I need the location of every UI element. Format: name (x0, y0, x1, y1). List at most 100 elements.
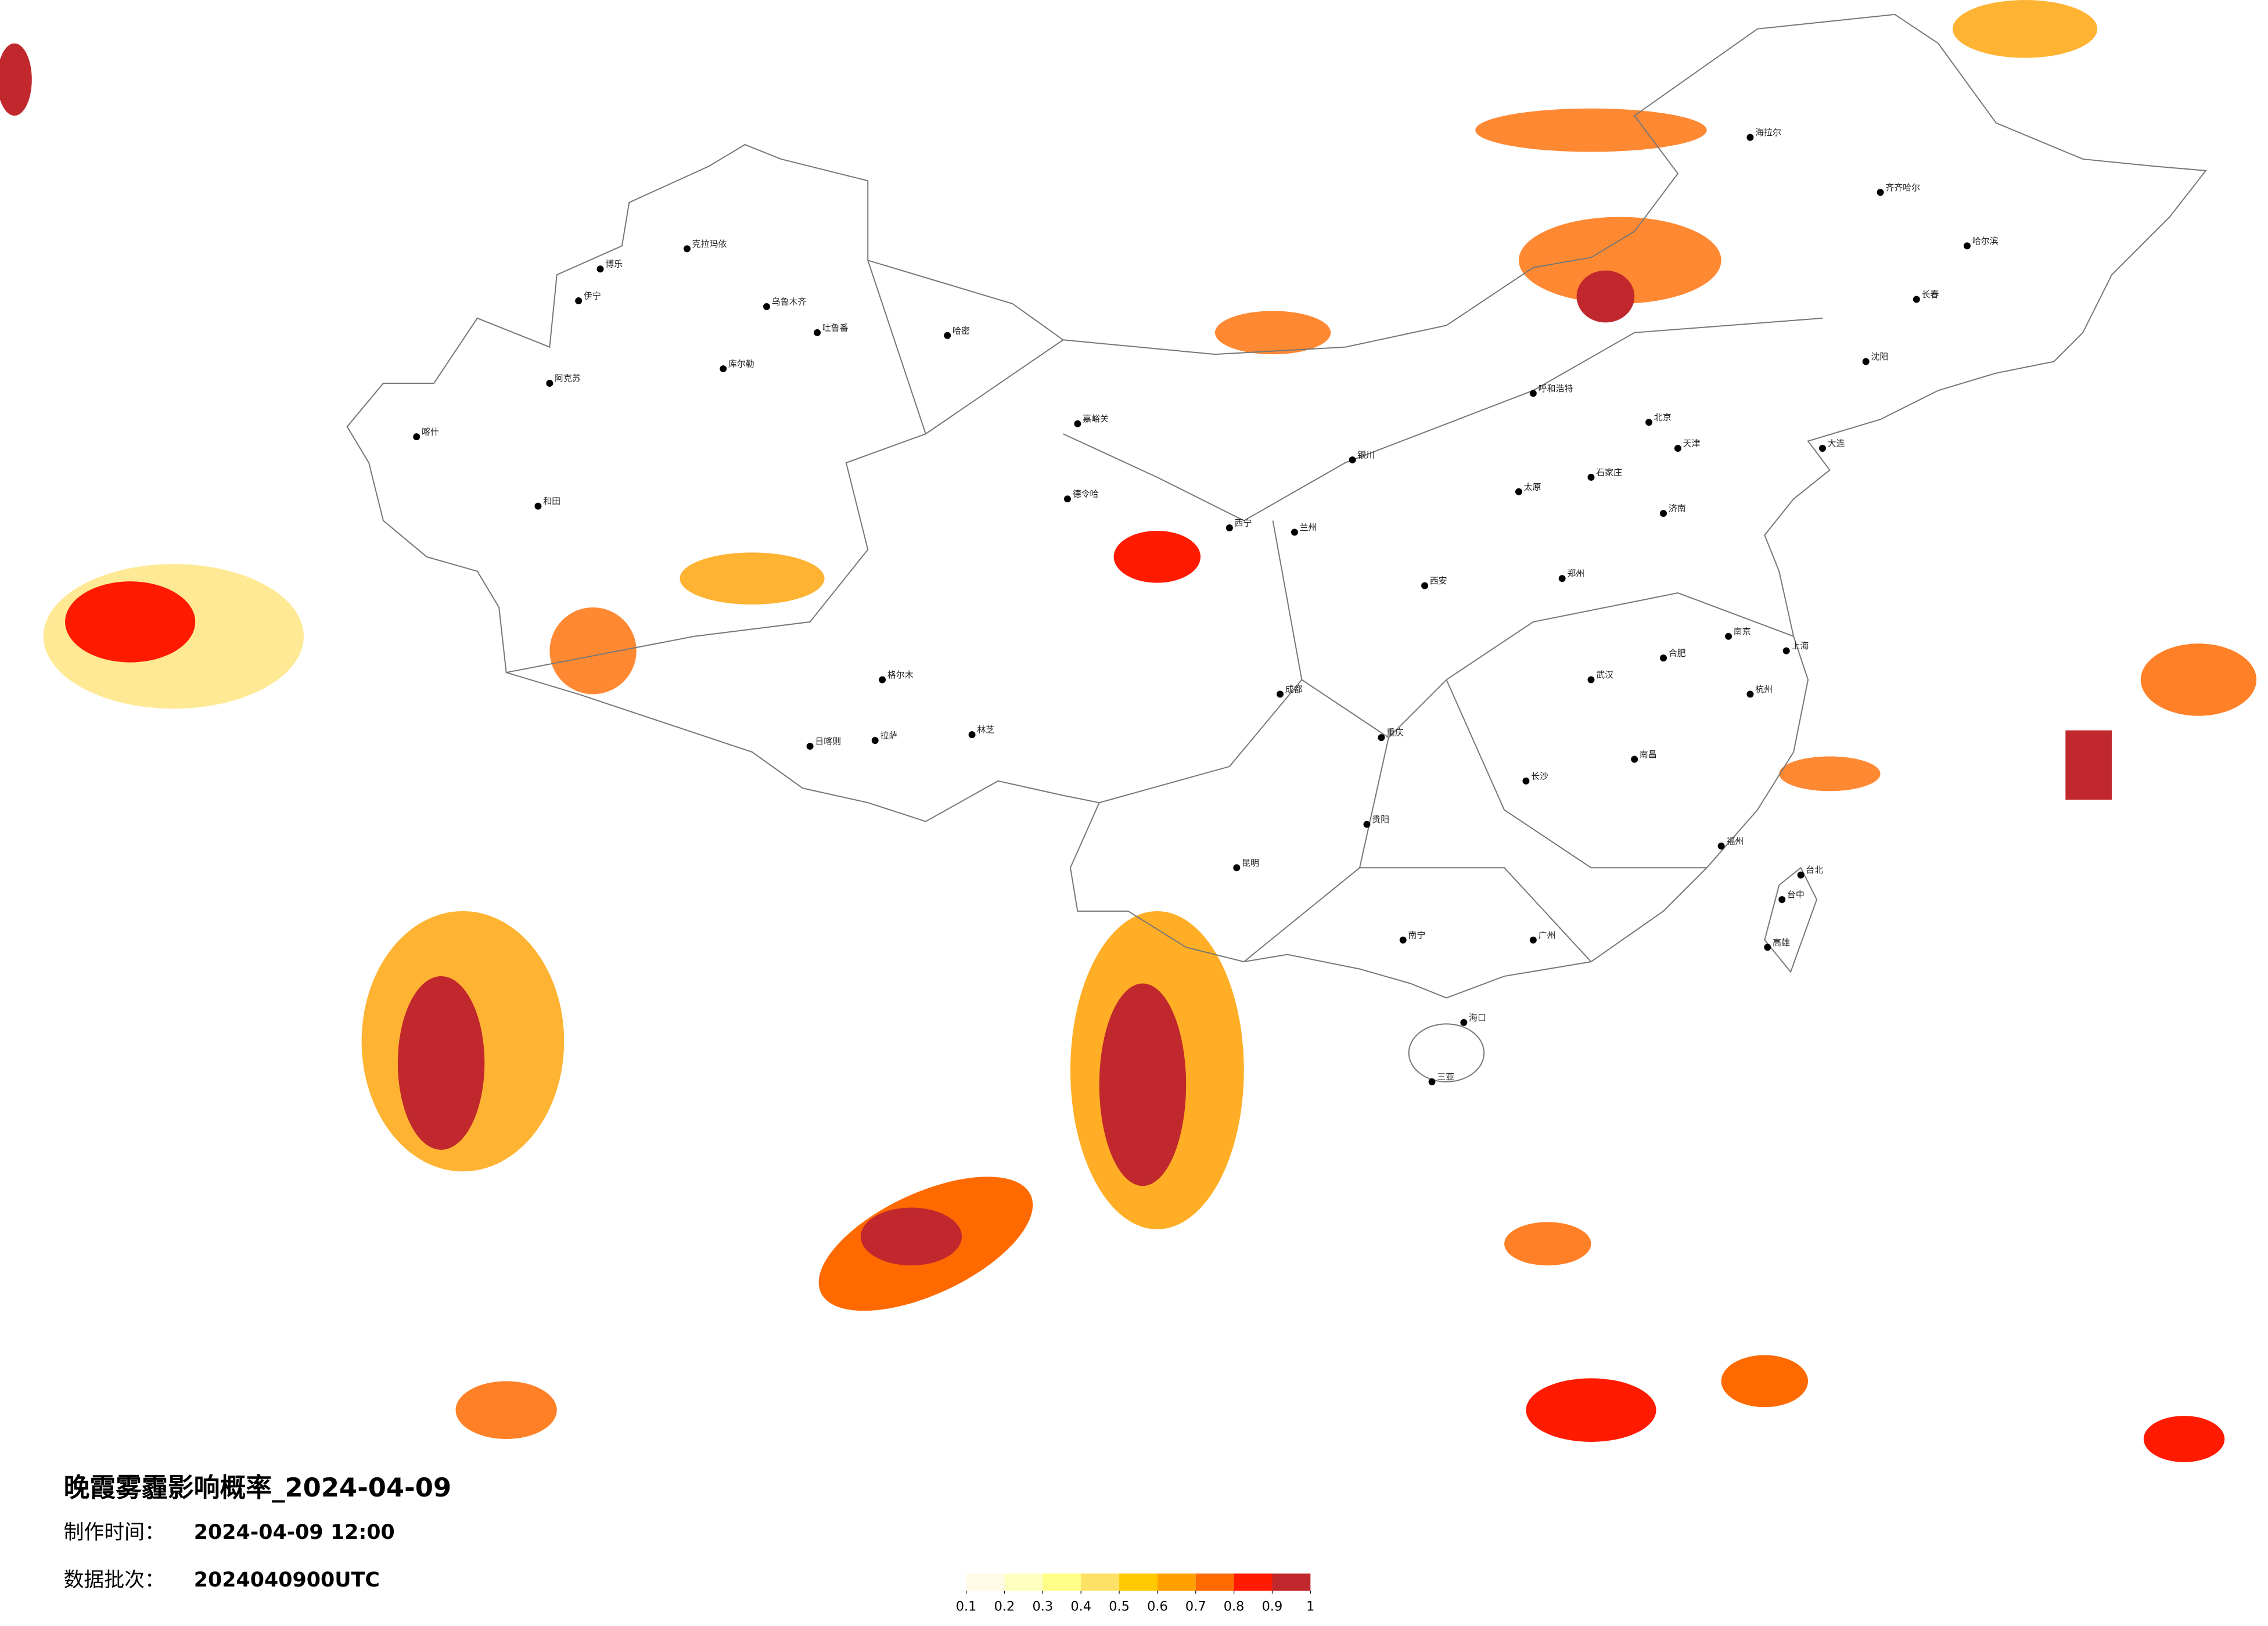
colorbar-bin (1119, 1573, 1158, 1591)
colorbar-tick-label: 0.2 (994, 1599, 1015, 1614)
city-dot (1717, 842, 1725, 850)
haze-area (1779, 756, 1881, 792)
city-label: 伊宁 (584, 291, 601, 301)
city-dot (1522, 777, 1530, 785)
city-dot (534, 502, 542, 510)
city-dot (1587, 473, 1595, 481)
colorbar-tick-label: 0.5 (1109, 1599, 1130, 1614)
city-label: 克拉玛依 (692, 239, 727, 249)
city-label: 和田 (543, 496, 560, 506)
city-label: 兰州 (1300, 522, 1317, 533)
haze-area (2140, 643, 2257, 716)
city-dot (1862, 358, 1870, 365)
city-dot (1964, 242, 1971, 250)
colorbar-tick-label: 0.7 (1185, 1599, 1206, 1614)
city-label: 乌鲁木齐 (772, 297, 807, 307)
city-label: 台北 (1806, 865, 1823, 875)
city-dot (1515, 488, 1522, 495)
city-dot (763, 303, 770, 310)
taiwan-border (1764, 866, 1818, 973)
haze-area (65, 581, 196, 663)
haze-area (1475, 108, 1707, 152)
city-label: 拉萨 (880, 731, 897, 741)
city-dot (1363, 821, 1371, 828)
colorbar: 0.1 0.2 0.3 0.4 0.5 0.6 0.7 0.8 0.9 1 (956, 1573, 1314, 1614)
city-dot (1660, 510, 1667, 517)
city-label: 沈阳 (1871, 351, 1888, 362)
city-dot (871, 737, 879, 744)
city-label: 吐鲁番 (822, 322, 849, 333)
city-dot (720, 365, 727, 373)
city-label: 喀什 (422, 427, 439, 437)
city-label: 成都 (1285, 684, 1303, 695)
city-label: 博乐 (605, 259, 623, 269)
city-label: 台中 (1787, 890, 1805, 900)
city-dot (1782, 647, 1790, 654)
haze-area (680, 552, 825, 605)
city-dot (413, 433, 420, 441)
colorbar-bin (1157, 1573, 1196, 1591)
city-dot (1529, 390, 1537, 397)
city-dot (1764, 944, 1771, 951)
batch-label: 数据批次： (64, 1569, 165, 1592)
city-dot (1428, 1078, 1436, 1085)
city-label: 济南 (1669, 503, 1686, 514)
city-label: 杭州 (1755, 684, 1773, 695)
city-label: 南京 (1734, 626, 1751, 636)
city-dot (1291, 528, 1298, 536)
city-label: 三亚 (1437, 1071, 1454, 1082)
city-label: 西宁 (1235, 518, 1252, 528)
city-label: 广州 (1539, 930, 1556, 940)
haze-area (455, 1381, 557, 1439)
city-label: 阿克苏 (555, 373, 581, 383)
city-dot (1877, 189, 1884, 196)
city-label: 西安 (1430, 575, 1447, 586)
city-label: 贵阳 (1372, 814, 1389, 825)
made-value: 2024-04-09 12:00 (194, 1521, 395, 1544)
haze-area (860, 1207, 962, 1266)
colorbar-tick-label: 0.9 (1262, 1599, 1283, 1614)
colorbar-bin (1004, 1573, 1043, 1591)
city-dot (879, 676, 886, 684)
haze-area (1214, 311, 1331, 355)
city-label: 福州 (1726, 836, 1744, 846)
country-border (346, 13, 2207, 999)
city-dot (1631, 756, 1638, 763)
haze-area (0, 43, 32, 116)
city-dot (1818, 445, 1826, 452)
city-dot (1746, 690, 1754, 698)
city-dot (1225, 524, 1233, 531)
haze-area (1953, 0, 2098, 58)
haze-area (1099, 983, 1187, 1186)
colorbar-tick-label: 0.1 (956, 1599, 977, 1614)
city-label: 重庆 (1386, 728, 1404, 738)
city-dot (1233, 864, 1241, 872)
colorbar-tick-label: 0.3 (1033, 1599, 1054, 1614)
haze-area (1518, 217, 1721, 304)
city-dot (1378, 734, 1385, 742)
city-label: 长春 (1922, 289, 1939, 300)
city-dot (1399, 936, 1407, 944)
haze-area (1576, 270, 1635, 323)
city-label: 海口 (1469, 1012, 1486, 1023)
colorbar-tick-label: 0.4 (1070, 1599, 1091, 1614)
city-dot (546, 379, 553, 387)
city-label: 昆明 (1242, 858, 1259, 868)
city-label: 郑州 (1567, 569, 1584, 579)
haze-area (549, 607, 637, 695)
colorbar-tick-label: 0.6 (1147, 1599, 1168, 1614)
colorbar-bin (1272, 1573, 1311, 1591)
city-dot (1460, 1019, 1468, 1026)
city-dot (1778, 896, 1786, 904)
city-dot (814, 329, 821, 336)
city-dot (596, 265, 604, 273)
city-label: 海拉尔 (1755, 127, 1781, 138)
city-label: 长沙 (1531, 771, 1548, 781)
city-label: 武汉 (1596, 670, 1613, 680)
colorbar-tick-label: 1 (1306, 1599, 1314, 1614)
haze-layer (0, 0, 2257, 1462)
haze-area (1526, 1378, 1656, 1442)
